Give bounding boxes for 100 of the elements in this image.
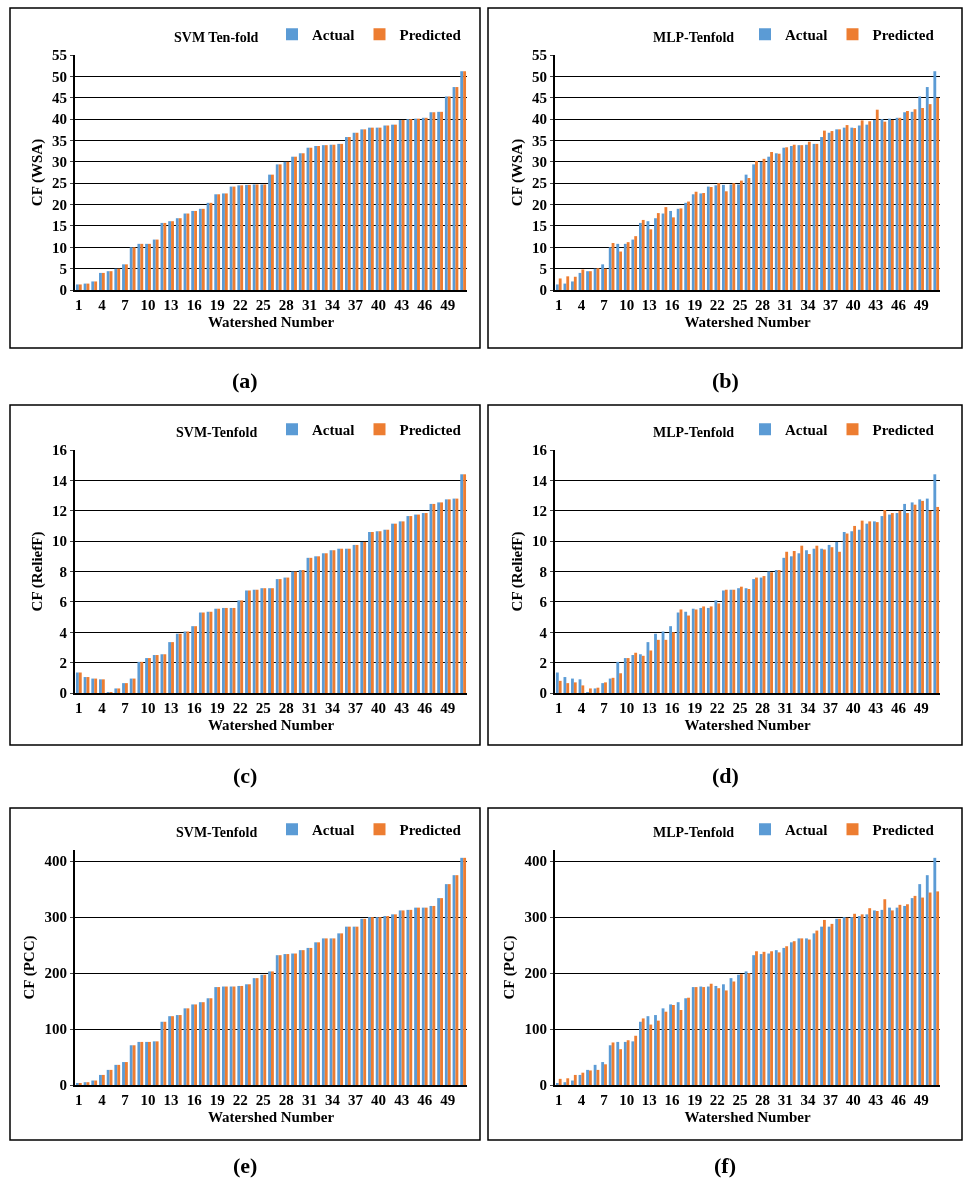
y-tick-label: 0 bbox=[539, 685, 547, 702]
y-tick-label: 8 bbox=[59, 563, 67, 580]
legend-label: Predicted bbox=[399, 822, 462, 839]
y-tick-label: 0 bbox=[539, 282, 547, 299]
bar bbox=[656, 639, 660, 693]
bar bbox=[925, 875, 929, 1085]
y-tick-label: 35 bbox=[52, 132, 67, 149]
y-tick-label: 0 bbox=[59, 282, 67, 299]
x-tick-label: 16 bbox=[664, 700, 681, 716]
x-tick-label: 25 bbox=[255, 700, 271, 716]
bar bbox=[936, 891, 940, 1085]
bar bbox=[664, 639, 668, 693]
x-tick-label: 10 bbox=[140, 1092, 156, 1108]
text: (a) bbox=[232, 368, 258, 393]
y-tick-label: 200 bbox=[524, 965, 547, 982]
y-tick-label: 55 bbox=[52, 47, 67, 64]
x-tick-label: 4 bbox=[98, 297, 107, 313]
bar bbox=[903, 503, 907, 693]
x-tick-label: 10 bbox=[140, 297, 156, 313]
x-tick-label: 46 bbox=[417, 700, 433, 716]
x-tick-label: 19 bbox=[687, 1092, 703, 1108]
x-tick-label: 37 bbox=[348, 700, 364, 716]
bar bbox=[752, 955, 756, 1085]
bar bbox=[593, 1064, 597, 1085]
bar bbox=[581, 685, 585, 693]
chart-title: SVM-Tenfold bbox=[176, 425, 258, 440]
x-tick-label: 16 bbox=[186, 1092, 203, 1108]
x-tick-label: 25 bbox=[732, 297, 748, 313]
y-tick-label: 50 bbox=[532, 68, 547, 85]
bar bbox=[563, 283, 567, 290]
bar bbox=[573, 276, 577, 290]
bar bbox=[936, 506, 940, 693]
bar bbox=[853, 913, 857, 1085]
y-tick-label: 16 bbox=[52, 442, 68, 459]
bar bbox=[860, 520, 864, 693]
legend-label: Predicted bbox=[872, 822, 935, 839]
x-tick-label: 34 bbox=[800, 297, 816, 313]
x-tick-label: 46 bbox=[417, 1092, 433, 1108]
x-tick-label: 7 bbox=[600, 700, 609, 716]
y-tick-label: 35 bbox=[532, 132, 547, 149]
bar bbox=[676, 1002, 680, 1085]
x-tick-label: 31 bbox=[301, 1092, 317, 1108]
bar bbox=[724, 990, 728, 1085]
bar bbox=[619, 251, 622, 290]
bar bbox=[664, 207, 668, 290]
y-tick-label: 12 bbox=[52, 503, 67, 519]
x-tick-label: 37 bbox=[348, 1092, 364, 1108]
bar bbox=[656, 213, 660, 290]
x-tick-label: 46 bbox=[417, 297, 433, 313]
x-tick-label: 22 bbox=[709, 297, 725, 313]
x-tick-label: 34 bbox=[324, 700, 341, 716]
bar bbox=[883, 509, 887, 693]
y-tick-label: 14 bbox=[52, 472, 68, 489]
x-tick-label: 10 bbox=[619, 297, 635, 313]
x-tick-label: 10 bbox=[619, 1092, 635, 1108]
bar bbox=[558, 680, 562, 693]
bar bbox=[838, 551, 841, 693]
x-tick-label: 13 bbox=[641, 1092, 657, 1108]
bar bbox=[805, 550, 808, 693]
y-axis-title: CF (PCC) bbox=[21, 935, 39, 1000]
x-tick-label: 34 bbox=[324, 297, 341, 313]
y-tick-label: 25 bbox=[532, 175, 547, 192]
bar bbox=[566, 1078, 570, 1085]
text: (f) bbox=[714, 1153, 736, 1178]
x-tick-label: 19 bbox=[209, 297, 225, 313]
x-tick-label: 16 bbox=[664, 1092, 681, 1108]
bar bbox=[687, 615, 690, 693]
y-tick-label: 300 bbox=[44, 909, 67, 926]
x-tick-label: 40 bbox=[845, 297, 861, 313]
bar bbox=[800, 545, 804, 693]
bar bbox=[555, 672, 559, 693]
x-tick-label: 37 bbox=[823, 297, 839, 313]
y-tick-label: 55 bbox=[532, 47, 547, 64]
x-tick-label: 37 bbox=[348, 297, 364, 313]
x-tick-label: 40 bbox=[371, 1092, 387, 1108]
bar bbox=[616, 243, 620, 290]
bar bbox=[654, 633, 657, 693]
y-tick-label: 2 bbox=[59, 654, 67, 671]
bar bbox=[822, 919, 826, 1085]
x-tick-label: 49 bbox=[440, 1092, 456, 1108]
bar bbox=[767, 156, 771, 290]
x-tick-label: 37 bbox=[823, 700, 839, 716]
x-tick-label: 34 bbox=[800, 700, 816, 716]
bar bbox=[918, 96, 922, 290]
y-axis-title: CF (WSA) bbox=[508, 138, 526, 207]
y-tick-label: 2 bbox=[539, 654, 547, 671]
bar bbox=[875, 109, 879, 290]
y-tick-label: 100 bbox=[44, 1021, 67, 1038]
x-tick-label: 46 bbox=[890, 297, 907, 313]
bar bbox=[850, 917, 854, 1085]
x-axis-title: Watershed Number bbox=[207, 1108, 335, 1125]
bar bbox=[752, 164, 756, 290]
chart-title: SVM-Tenfold bbox=[176, 825, 258, 840]
bar bbox=[755, 160, 758, 290]
x-tick-label: 49 bbox=[913, 297, 929, 313]
y-axis-title: CF (ReliefF) bbox=[28, 531, 46, 612]
bar bbox=[571, 1080, 574, 1085]
y-tick-label: 40 bbox=[532, 111, 547, 128]
y-tick-label: 6 bbox=[539, 594, 548, 611]
y-tick-label: 25 bbox=[52, 175, 67, 192]
